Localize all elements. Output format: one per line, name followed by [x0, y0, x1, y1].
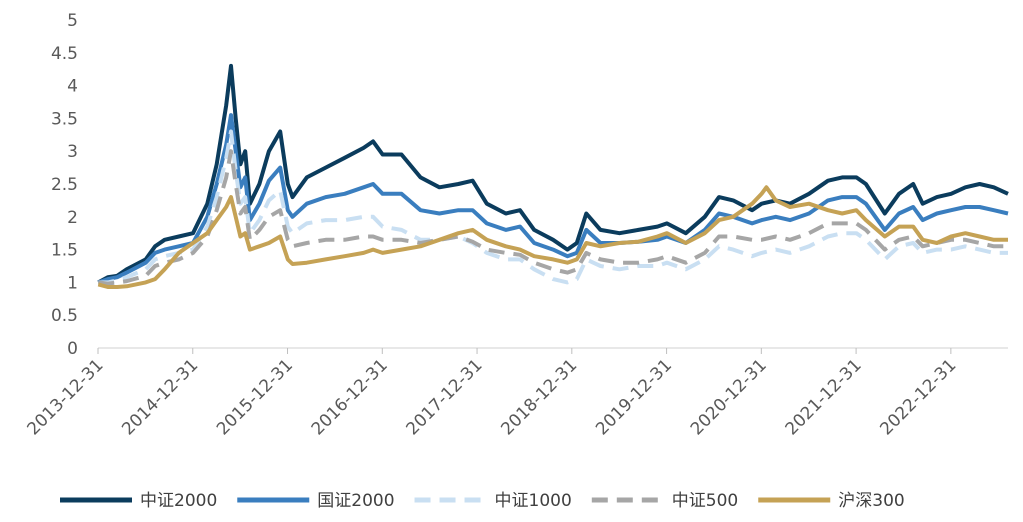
- x-tick-label: 2022-12-31: [876, 355, 960, 439]
- x-tick-label: 2019-12-31: [592, 355, 676, 439]
- x-tick-label: 2020-12-31: [687, 355, 771, 439]
- x-tick-label: 2013-12-31: [24, 355, 108, 439]
- series-line: [98, 129, 1008, 285]
- series-line: [97, 185, 1008, 289]
- y-tick-label: 3.5: [51, 109, 78, 129]
- legend-label: 沪深300: [838, 491, 904, 511]
- y-tick-label: 4: [67, 77, 78, 97]
- series-line: [97, 63, 1009, 285]
- y-tick-label: 0.5: [51, 306, 78, 326]
- y-tick-label: 4.5: [51, 44, 78, 64]
- legend-label: 国证2000: [317, 491, 394, 511]
- x-tick-label: 2018-12-31: [497, 355, 581, 439]
- legend-label: 中证500: [672, 491, 738, 511]
- legend: 中证2000 国证2000 中证1000 中证500 沪深300: [60, 491, 905, 511]
- x-tick-label: 2021-12-31: [782, 355, 866, 439]
- x-tick-label: 2016-12-31: [308, 355, 392, 439]
- series-layer: [97, 63, 1009, 289]
- x-tick-label: 2014-12-31: [118, 355, 202, 439]
- y-tick-label: 3: [67, 142, 78, 162]
- y-tick-label: 5: [67, 11, 78, 31]
- legend-label: 中证2000: [140, 491, 217, 511]
- x-tick-label: 2015-12-31: [213, 355, 297, 439]
- legend-label: 中证1000: [495, 491, 572, 511]
- series-line: [97, 113, 1009, 285]
- y-tick-label: 1: [67, 273, 78, 293]
- y-tick-label: 2: [67, 208, 78, 228]
- y-tick-label: 1.5: [51, 241, 78, 261]
- x-tick-label: 2017-12-31: [403, 355, 487, 439]
- y-tick-label: 0: [67, 339, 78, 359]
- y-tick-label: 2.5: [51, 175, 78, 195]
